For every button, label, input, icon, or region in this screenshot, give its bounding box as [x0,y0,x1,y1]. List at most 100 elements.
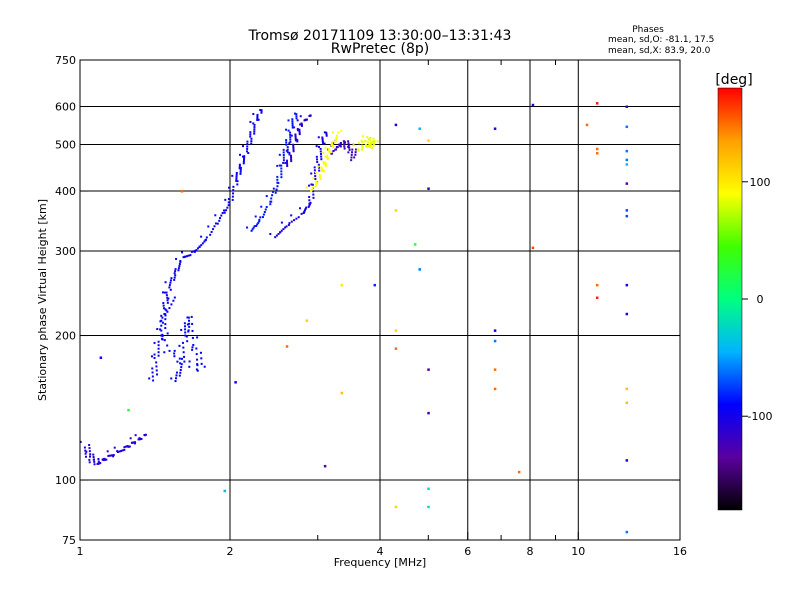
echo-point [274,236,277,239]
echo-point [371,141,374,144]
echo-point [276,181,279,184]
echo-point [195,368,198,371]
echo-point [169,288,172,291]
y-tick-label: 100 [55,474,76,487]
echo-point [302,212,305,215]
echo-point [340,391,344,395]
echo-point [93,460,96,463]
echo-point [320,166,323,169]
echo-point [362,135,365,138]
echo-point [337,131,340,134]
echo-point [305,206,308,209]
colorbar-ticks: 100 0 -100 [742,176,772,423]
echo-point [166,296,169,299]
echo-point [239,166,242,169]
echo-point [276,185,279,188]
echo-point [256,223,259,226]
echo-point [314,171,317,174]
echo-point [316,160,319,163]
echo-point [373,139,376,142]
echo-point [256,115,259,118]
echo-point [285,139,288,142]
echo-point [173,296,176,299]
echo-point [249,120,252,123]
echo-point [162,304,165,307]
echo-point [249,131,252,134]
echo-point [170,377,173,380]
echo-point [418,268,421,271]
echo-point [253,225,256,228]
echo-point [308,202,311,205]
echo-point [157,344,160,347]
echo-point [317,145,320,148]
echo-point [289,136,292,139]
echo-point [330,142,333,145]
echo-point [260,110,263,113]
echo-point [625,214,629,218]
echo-point [363,140,366,143]
echo-point [200,357,203,360]
echo-point [184,331,187,334]
echo-point [256,117,259,120]
echo-point [308,204,311,207]
echo-point [178,374,181,377]
y-tick-label: 400 [55,185,76,198]
echo-point [282,159,285,162]
echo-point [84,452,87,455]
echo-point [323,464,327,468]
echo-point [517,470,521,474]
echo-point [156,373,159,376]
echo-point [318,174,321,177]
echo-point [128,445,131,448]
echo-point [175,377,178,380]
echo-point [160,337,163,340]
echo-point [289,140,292,143]
echo-point [179,259,182,262]
echo-point [335,137,338,140]
echo-point [188,322,191,325]
echo-point [112,454,115,457]
echo-point [161,334,164,337]
echo-point [213,225,216,228]
echo-point [285,345,289,348]
echo-point [232,192,235,195]
echo-point [427,368,430,371]
echo-point [180,366,183,369]
echo-point [370,147,373,150]
echo-point [343,147,346,150]
echo-point [196,336,199,339]
echo-point [164,281,167,284]
echo-point [334,139,337,142]
echo-point [427,139,430,142]
echo-point [322,142,325,145]
echo-point [394,123,398,127]
echo-point [322,169,325,172]
y-tick-label: 200 [55,330,76,343]
echo-point [427,187,430,190]
echo-point [292,146,295,149]
echo-point [183,360,186,363]
echo-point [340,129,343,132]
echo-point [186,340,189,343]
echo-point [325,134,328,137]
echo-point [286,163,289,166]
echo-point [103,457,106,460]
echo-point [258,218,261,221]
echo-point [239,172,242,175]
echo-point [218,219,221,222]
echo-point [102,459,105,462]
echo-point [261,216,264,219]
echo-point [347,142,350,145]
echo-point [310,188,313,191]
echo-point [83,446,86,449]
echo-point [298,128,301,131]
echo-point [295,117,298,120]
echo-point [298,130,301,133]
echo-point [246,147,249,150]
echo-point [373,141,376,144]
echo-point [309,114,312,117]
echo-point [318,173,321,176]
echo-point [168,286,171,289]
echo-point [353,156,356,159]
echo-point [253,130,256,133]
